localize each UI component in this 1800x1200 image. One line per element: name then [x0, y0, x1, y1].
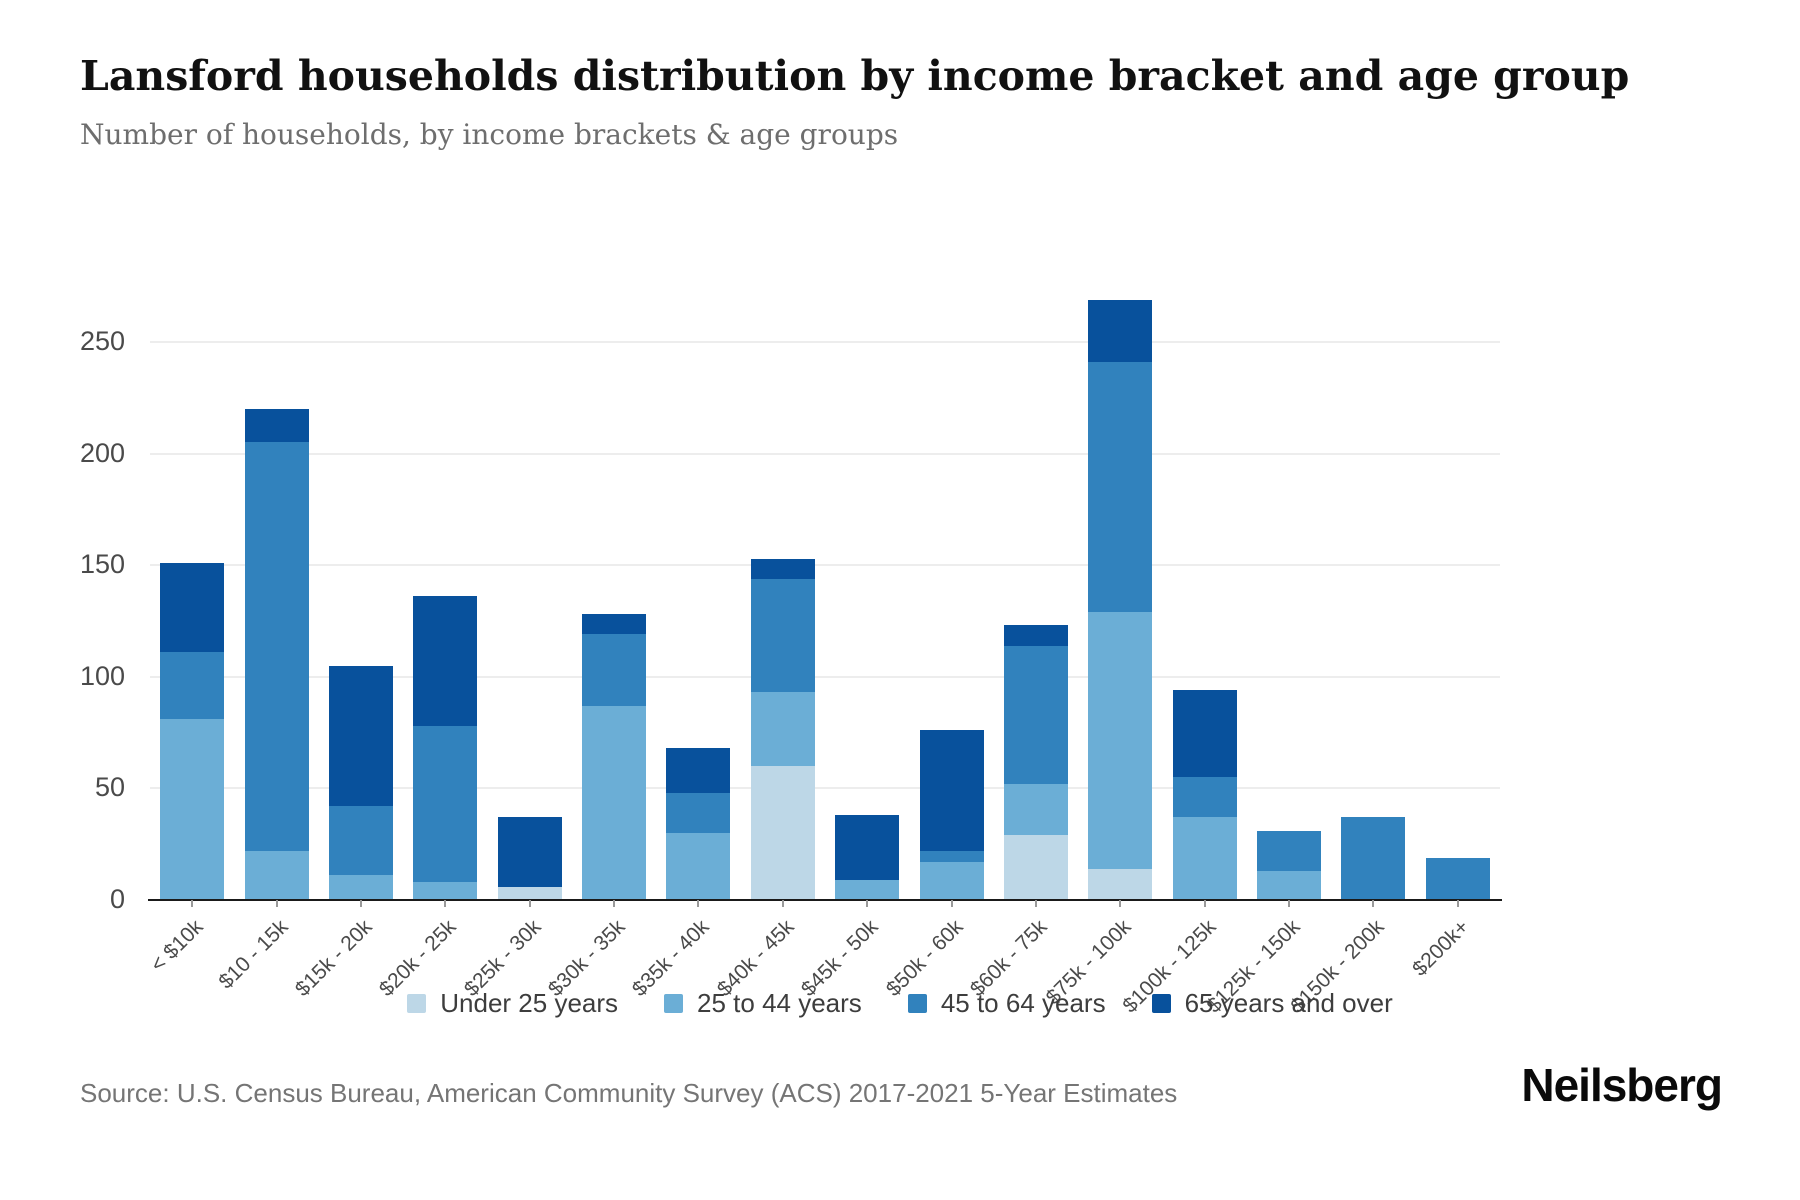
bar-segment-14-25-to-44-years	[1257, 870, 1322, 900]
legend-item-65-years-and-over: 65 years and over	[1151, 988, 1393, 1019]
x-axis-tick	[613, 900, 616, 907]
legend-item-under-25-years: Under 25 years	[407, 988, 618, 1019]
y-gridline	[150, 452, 1500, 455]
x-axis-line	[148, 899, 1502, 901]
legend-label: 25 to 44 years	[697, 988, 862, 1018]
y-axis-tick-label: 0	[109, 884, 125, 914]
bar-segment-1-25-to-44-years	[160, 719, 225, 900]
bar-segment-9-25-to-44-years	[835, 879, 900, 900]
bar-segment-13-25-to-44-years	[1172, 817, 1237, 900]
bar-segment-13-65-years-and-over	[1172, 690, 1237, 778]
y-axis-tick-label: 50	[94, 772, 125, 803]
x-axis-tick	[1203, 900, 1206, 907]
x-axis-tick	[1372, 900, 1375, 907]
bar-segment-3-45-to-64-years	[328, 806, 393, 876]
y-axis-tick-label: 200	[79, 437, 125, 468]
chart-title: Lansford households distribution by inco…	[80, 52, 1630, 100]
x-axis-tick	[444, 900, 447, 907]
bar-segment-12-under-25-years	[1088, 868, 1153, 900]
legend-label: 45 to 64 years	[940, 988, 1106, 1018]
bar-segment-14-45-to-64-years	[1257, 830, 1322, 871]
x-axis-tick	[275, 900, 278, 907]
bar-segment-2-45-to-64-years	[244, 442, 309, 851]
bar-segment-11-25-to-44-years	[1003, 783, 1068, 836]
bar-segment-11-65-years-and-over	[1003, 625, 1068, 646]
chart-subtitle: Number of households, by income brackets…	[80, 118, 899, 151]
bar-segment-7-65-years-and-over	[666, 748, 731, 793]
y-axis-tick-label: 100	[79, 660, 125, 691]
bar-segment-4-65-years-and-over	[413, 596, 478, 726]
legend-swatch	[1151, 994, 1171, 1013]
legend-swatch	[407, 994, 427, 1013]
x-axis-tick	[359, 900, 362, 907]
bar-segment-7-25-to-44-years	[666, 833, 731, 900]
bar-segment-11-45-to-64-years	[1003, 645, 1068, 784]
legend-swatch	[664, 994, 684, 1013]
bar-segment-12-65-years-and-over	[1088, 299, 1153, 363]
x-axis-tick	[191, 900, 194, 907]
y-axis-tick-label: 250	[79, 326, 125, 356]
bar-segment-4-45-to-64-years	[413, 725, 478, 883]
bar-segment-16-45-to-64-years	[1425, 857, 1490, 900]
bar-segment-11-under-25-years	[1003, 835, 1068, 900]
legend-swatch	[907, 994, 927, 1013]
bar-segment-3-25-to-44-years	[328, 875, 393, 900]
x-axis-tick	[697, 900, 700, 907]
x-axis-tick	[1119, 900, 1122, 907]
bar-segment-9-65-years-and-over	[835, 815, 900, 880]
y-gridline	[150, 787, 1500, 790]
bar-segment-1-65-years-and-over	[160, 562, 225, 653]
legend: Under 25 years 25 to 44 years 45 to 64 yea…	[0, 988, 1800, 1019]
bar-segment-1-45-to-64-years	[160, 652, 225, 720]
y-axis-tick-label: 150	[79, 549, 125, 580]
legend-label: 65 years and over	[1184, 988, 1393, 1018]
bar-segment-15-45-to-64-years	[1341, 817, 1406, 900]
x-axis-tick	[950, 900, 953, 907]
legend-item-45-to-64-years: 45 to 64 years	[907, 988, 1106, 1019]
x-axis-tick	[1034, 900, 1037, 907]
bar-segment-4-25-to-44-years	[413, 882, 478, 900]
bar-segment-2-65-years-and-over	[244, 408, 309, 443]
bar-segment-5-under-25-years	[497, 886, 562, 900]
bar-segment-2-25-to-44-years	[244, 850, 309, 900]
bar-segment-10-25-to-44-years	[919, 862, 984, 900]
brand-logo: Neilsberg	[1521, 1059, 1723, 1111]
x-axis-tick	[781, 900, 784, 907]
bar-segment-8-65-years-and-over	[750, 558, 815, 579]
bar-segment-8-under-25-years	[750, 766, 815, 900]
bar-segment-12-45-to-64-years	[1088, 362, 1153, 613]
legend-item-25-to-44-years: 25 to 44 years	[664, 988, 862, 1019]
x-axis-tick	[1456, 900, 1459, 907]
bar-segment-13-45-to-64-years	[1172, 777, 1237, 818]
bar-segment-10-65-years-and-over	[919, 730, 984, 851]
source-text: Source: U.S. Census Bureau, American Com…	[80, 1078, 1178, 1108]
bar-segment-3-65-years-and-over	[328, 665, 393, 807]
bar-segment-7-45-to-64-years	[666, 792, 731, 834]
y-gridline	[150, 564, 1500, 567]
bar-segment-10-45-to-64-years	[919, 850, 984, 863]
bar-segment-6-45-to-64-years	[582, 634, 647, 706]
bar-segment-6-65-years-and-over	[582, 614, 647, 635]
y-gridline	[150, 341, 1500, 343]
legend-label: Under 25 years	[440, 988, 619, 1018]
x-axis-tick	[866, 900, 869, 907]
bar-segment-12-25-to-44-years	[1088, 612, 1153, 869]
x-axis-tick	[1288, 900, 1291, 907]
x-axis-tick	[528, 900, 531, 907]
bar-segment-8-45-to-64-years	[750, 578, 815, 693]
bar-segment-6-25-to-44-years	[582, 705, 647, 900]
y-gridline	[150, 675, 1500, 678]
bar-segment-8-25-to-44-years	[750, 692, 815, 767]
bar-segment-5-65-years-and-over	[497, 817, 562, 887]
